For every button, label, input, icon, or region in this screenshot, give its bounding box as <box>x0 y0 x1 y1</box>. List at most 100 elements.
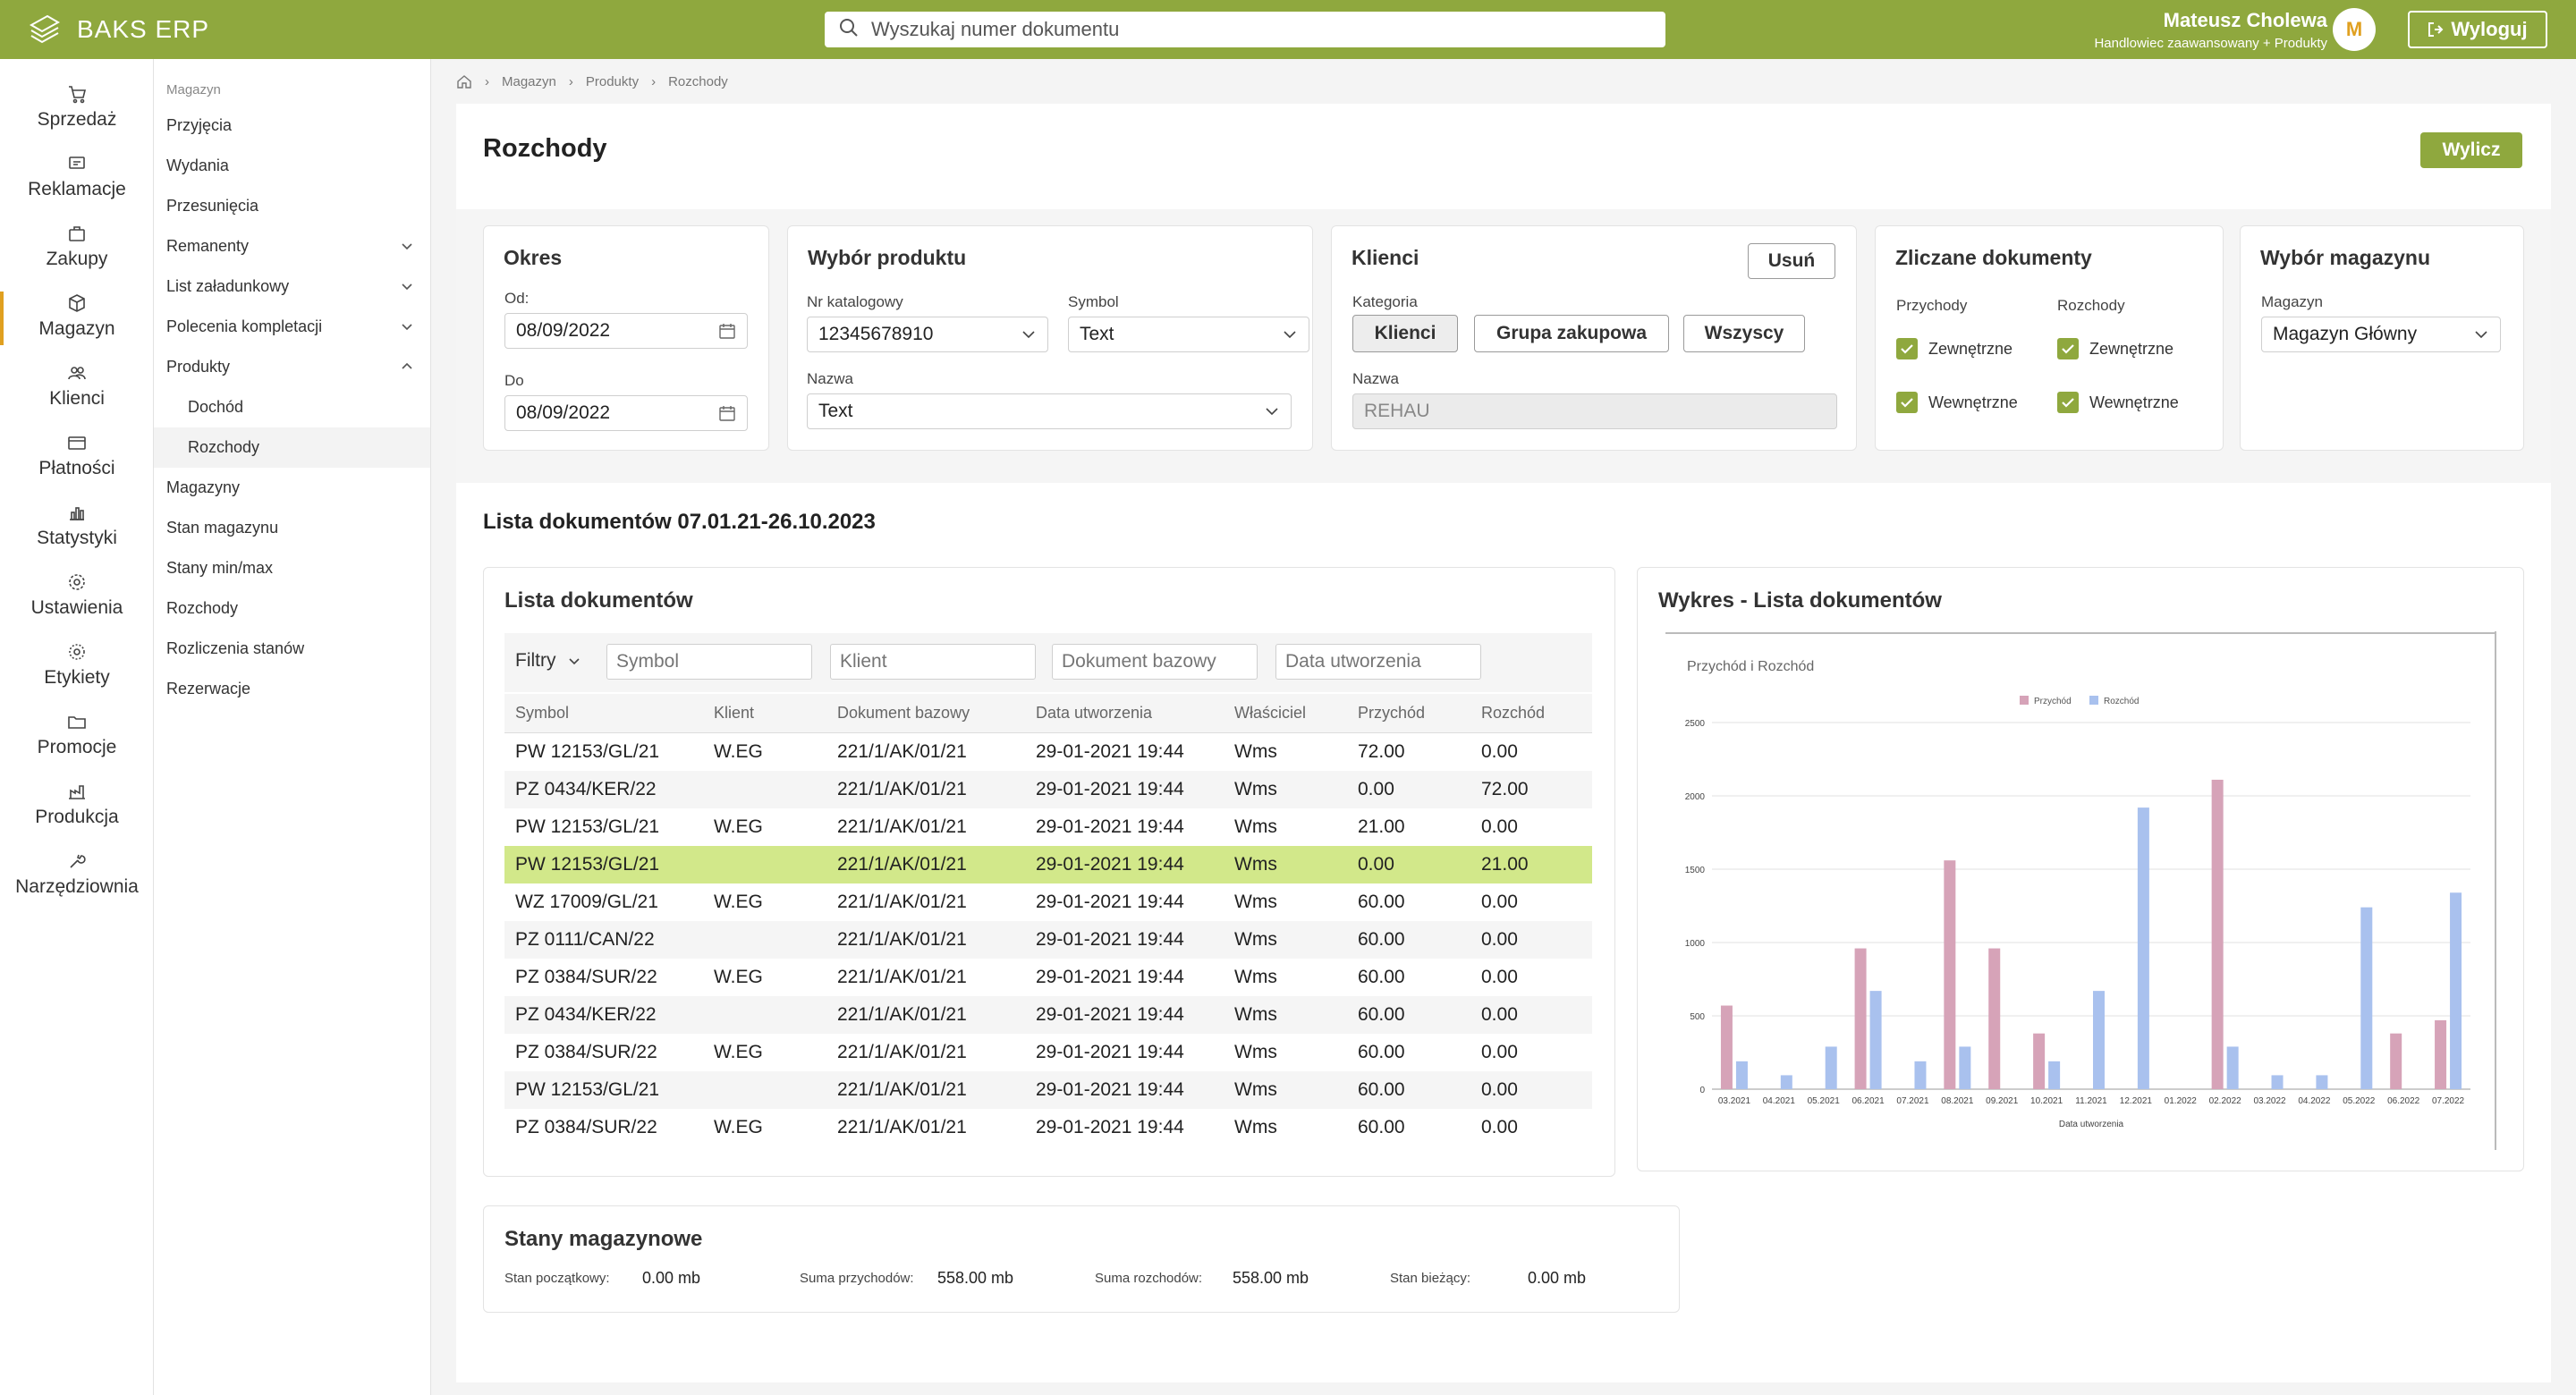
remove-button[interactable]: Usuń <box>1748 243 1835 279</box>
users-icon <box>68 367 86 380</box>
table-row[interactable]: PZ 0111/CAN/22 221/1/AK/01/21 29-01-2021 1… <box>504 921 1592 959</box>
main-nav-rail: Sprzedaż Reklamacje Zakupy Magazyn Klien… <box>0 59 154 1395</box>
rail-item-klienci[interactable]: Klienci <box>0 354 154 418</box>
bar <box>2048 1061 2061 1089</box>
rail-item-magazyn[interactable]: Magazyn <box>0 284 154 349</box>
search-box[interactable] <box>825 12 1665 47</box>
x-tick-label: 12.2021 <box>2120 1096 2153 1106</box>
subnav-item-rezerwacje[interactable]: Rezerwacje <box>154 669 430 709</box>
logout-button[interactable]: Wyloguj <box>2408 11 2547 48</box>
to-date-value: 08/09/2022 <box>516 402 611 423</box>
subnav-item-rozliczenia-stanow[interactable]: Rozliczenia stanów <box>154 629 430 669</box>
calculate-button[interactable]: Wylicz <box>2420 132 2522 168</box>
search-input[interactable] <box>871 18 1640 41</box>
subnav-item-przesuniecia[interactable]: Przesunięcia <box>154 186 430 226</box>
rail-item-promocje[interactable]: Promocje <box>0 703 154 767</box>
y-tick-label: 2500 <box>1685 719 1706 729</box>
warehouse-select[interactable]: Magazyn Główny <box>2261 317 2501 352</box>
table-cell: Wms <box>1234 1042 1277 1062</box>
table-row[interactable]: PW 12153/GL/21 W.EG 221/1/AK/01/21 29-01-20… <box>504 808 1592 846</box>
home-icon[interactable] <box>456 73 472 89</box>
outgo-external-checkbox[interactable] <box>2057 338 2079 359</box>
table-row[interactable]: PZ 0384/SUR/22 W.EG 221/1/AK/01/21 29-01-20… <box>504 1034 1592 1071</box>
table-row[interactable]: PZ 0384/SUR/22 W.EG 221/1/AK/01/21 29-01-20… <box>504 959 1592 996</box>
subnav-item-dochod[interactable]: Dochód <box>154 387 430 427</box>
table-row[interactable]: PW 12153/GL/21 221/1/AK/01/21 29-01-2021 1… <box>504 846 1592 884</box>
table-row[interactable]: WZ 17009/GL/21 W.EG 221/1/AK/01/21 29-01-20… <box>504 884 1592 921</box>
income-external-checkbox[interactable] <box>1896 338 1918 359</box>
filters-toggle[interactable]: Filtry <box>515 650 581 672</box>
rail-label: Magazyn <box>38 318 115 339</box>
table-row[interactable]: PZ 0434/KER/22 221/1/AK/01/21 29-01-2021 1… <box>504 771 1592 808</box>
product-name-select[interactable]: Text <box>807 393 1292 429</box>
column-header[interactable]: Dokument bazowy <box>837 704 970 722</box>
rail-item-reklamacje[interactable]: Reklamacje <box>0 145 154 209</box>
rail-item-sprzedaz[interactable]: Sprzedaż <box>0 75 154 140</box>
column-header[interactable]: Data utworzenia <box>1036 704 1153 722</box>
stock-current-value: 0.00 mb <box>1528 1269 1587 1287</box>
subnav-item-przyjecia[interactable]: Przyjęcia <box>154 106 430 146</box>
subnav-item-list-zaladunkowy[interactable]: List załadunkowy <box>154 266 430 307</box>
subnav-item-remanenty[interactable]: Remanenty <box>154 226 430 266</box>
app-logo[interactable]: BAKS ERP <box>27 9 209 50</box>
catalog-select[interactable]: 12345678910 <box>807 317 1048 352</box>
subnav-item-wydania[interactable]: Wydania <box>154 146 430 186</box>
rail-item-ustawienia[interactable]: Ustawienia <box>0 563 154 628</box>
from-date-field[interactable]: 08/09/2022 <box>504 313 748 349</box>
chevron-down-icon <box>1266 408 1278 416</box>
calendar-icon[interactable] <box>718 322 736 340</box>
column-header[interactable]: Klient <box>714 704 755 722</box>
rail-item-narzedziownia[interactable]: Narzędziownia <box>0 842 154 907</box>
filter-base-doc-input[interactable] <box>1052 644 1258 680</box>
subnav-item-polecenia-kompletacji[interactable]: Polecenia kompletacji <box>154 307 430 347</box>
rail-item-zakupy[interactable]: Zakupy <box>0 215 154 279</box>
column-header[interactable]: Symbol <box>515 704 570 722</box>
category-pill-klienci[interactable]: Klienci <box>1352 315 1458 352</box>
subnav-item-magazyny[interactable]: Magazyny <box>154 468 430 508</box>
category-pill-grupa-zakupowa[interactable]: Grupa zakupowa <box>1474 315 1669 352</box>
symbol-value: Text <box>1080 324 1114 344</box>
column-header[interactable]: Rozchód <box>1481 704 1546 722</box>
subnav-item-rozchody-selected[interactable]: Rozchody <box>154 427 430 468</box>
rail-item-produkcja[interactable]: Produkcja <box>0 773 154 837</box>
subnav-label: Remanenty <box>166 237 250 255</box>
rail-item-statystyki[interactable]: Statystyki <box>0 494 154 558</box>
table-row[interactable]: PZ 0434/KER/22 221/1/AK/01/21 29-01-2021 1… <box>504 996 1592 1034</box>
chart-background <box>1665 631 2499 1155</box>
subnav-item-rozchody[interactable]: Rozchody <box>154 588 430 629</box>
subnav-item-produkty[interactable]: Produkty <box>154 347 430 387</box>
rail-label: Sprzedaż <box>37 109 117 130</box>
avatar[interactable]: M <box>2333 8 2376 51</box>
table-cell: Wms <box>1234 1004 1277 1025</box>
bar <box>2435 1019 2447 1089</box>
category-pill-wszyscy[interactable]: Wszyscy <box>1683 315 1805 352</box>
column-header[interactable]: Przychód <box>1358 704 1426 722</box>
table-cell: 60.00 <box>1358 929 1405 950</box>
subnav-label: Rozchody <box>166 599 239 617</box>
table-cell: Wms <box>1234 816 1277 837</box>
calendar-icon[interactable] <box>718 404 736 422</box>
table-cell: 0.00 <box>1481 1042 1518 1062</box>
outgo-external-label: Zewnętrzne <box>2089 340 2174 358</box>
subnav-item-stan-magazynu[interactable]: Stan magazynu <box>154 508 430 548</box>
table-row[interactable]: PZ 0384/SUR/22 W.EG 221/1/AK/01/21 29-01-20… <box>504 1109 1592 1146</box>
breadcrumb-item[interactable]: Produkty <box>585 73 640 89</box>
symbol-select[interactable]: Text <box>1068 317 1309 352</box>
x-tick-label: 04.2022 <box>2298 1096 2331 1106</box>
table-cell: 221/1/AK/01/21 <box>837 741 967 762</box>
column-header[interactable]: Właściciel <box>1234 704 1307 722</box>
rail-item-etykiety[interactable]: Etykiety <box>0 633 154 698</box>
outgo-internal-checkbox[interactable] <box>2057 392 2079 413</box>
table-row[interactable]: PW 12153/GL/21 221/1/AK/01/21 29-01-2021 1… <box>504 1071 1592 1109</box>
rail-item-platnosci[interactable]: Płatności <box>0 424 154 488</box>
subnav-item-stany-min-max[interactable]: Stany min/max <box>154 548 430 588</box>
filter-created-date-input[interactable] <box>1275 644 1481 680</box>
table-cell: 60.00 <box>1358 1042 1405 1062</box>
income-internal-checkbox[interactable] <box>1896 392 1918 413</box>
breadcrumb-item[interactable]: Magazyn <box>502 73 556 89</box>
table-row[interactable]: PW 12153/GL/21 W.EG 221/1/AK/01/21 29-01-20… <box>504 733 1592 771</box>
filter-client-input[interactable] <box>830 644 1036 680</box>
filter-symbol-input[interactable] <box>606 644 812 680</box>
breadcrumb-item: Rozchody <box>668 73 728 89</box>
to-date-field[interactable]: 08/09/2022 <box>504 395 748 431</box>
